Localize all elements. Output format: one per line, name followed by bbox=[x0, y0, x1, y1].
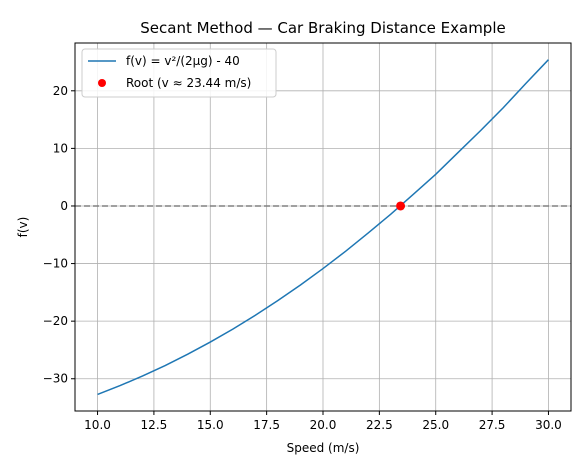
x-tick-label: 12.5 bbox=[141, 418, 168, 432]
x-tick-label: 25.0 bbox=[422, 418, 449, 432]
y-axis: −30 −20 −10 0 10 20 bbox=[43, 84, 75, 386]
x-tick-label: 30.0 bbox=[535, 418, 562, 432]
legend-label-curve: f(v) = v²/(2μg) - 40 bbox=[126, 54, 240, 68]
y-tick-label: −30 bbox=[43, 372, 68, 386]
legend: f(v) = v²/(2μg) - 40 Root (v ≈ 23.44 m/s… bbox=[81, 48, 277, 98]
legend-box bbox=[81, 48, 277, 98]
legend-label-root: Root (v ≈ 23.44 m/s) bbox=[126, 76, 251, 90]
y-tick-label: 0 bbox=[60, 199, 68, 213]
x-tick-label: 22.5 bbox=[366, 418, 393, 432]
series bbox=[97, 59, 549, 396]
y-tick-label: 20 bbox=[53, 84, 68, 98]
x-tick-label: 27.5 bbox=[479, 418, 506, 432]
legend-point-swatch bbox=[98, 79, 106, 87]
x-tick-label: 15.0 bbox=[197, 418, 224, 432]
x-axis: 10.0 12.5 15.0 17.5 20.0 22.5 25.0 27.5 30.0 bbox=[84, 411, 562, 432]
y-tick-label: 10 bbox=[53, 141, 68, 155]
y-axis-label: f(v) bbox=[16, 217, 30, 238]
x-tick-label: 10.0 bbox=[84, 418, 111, 432]
y-tick-label: −10 bbox=[43, 257, 68, 271]
x-axis-label: Speed (m/s) bbox=[287, 441, 360, 455]
series-line-f-v bbox=[97, 59, 549, 396]
x-tick-label: 20.0 bbox=[310, 418, 337, 432]
y-tick-label: −20 bbox=[43, 314, 68, 328]
x-tick-label: 17.5 bbox=[253, 418, 280, 432]
root-point-marker bbox=[396, 201, 406, 211]
points bbox=[396, 201, 406, 211]
chart-title: Secant Method — Car Braking Distance Exa… bbox=[140, 19, 505, 37]
